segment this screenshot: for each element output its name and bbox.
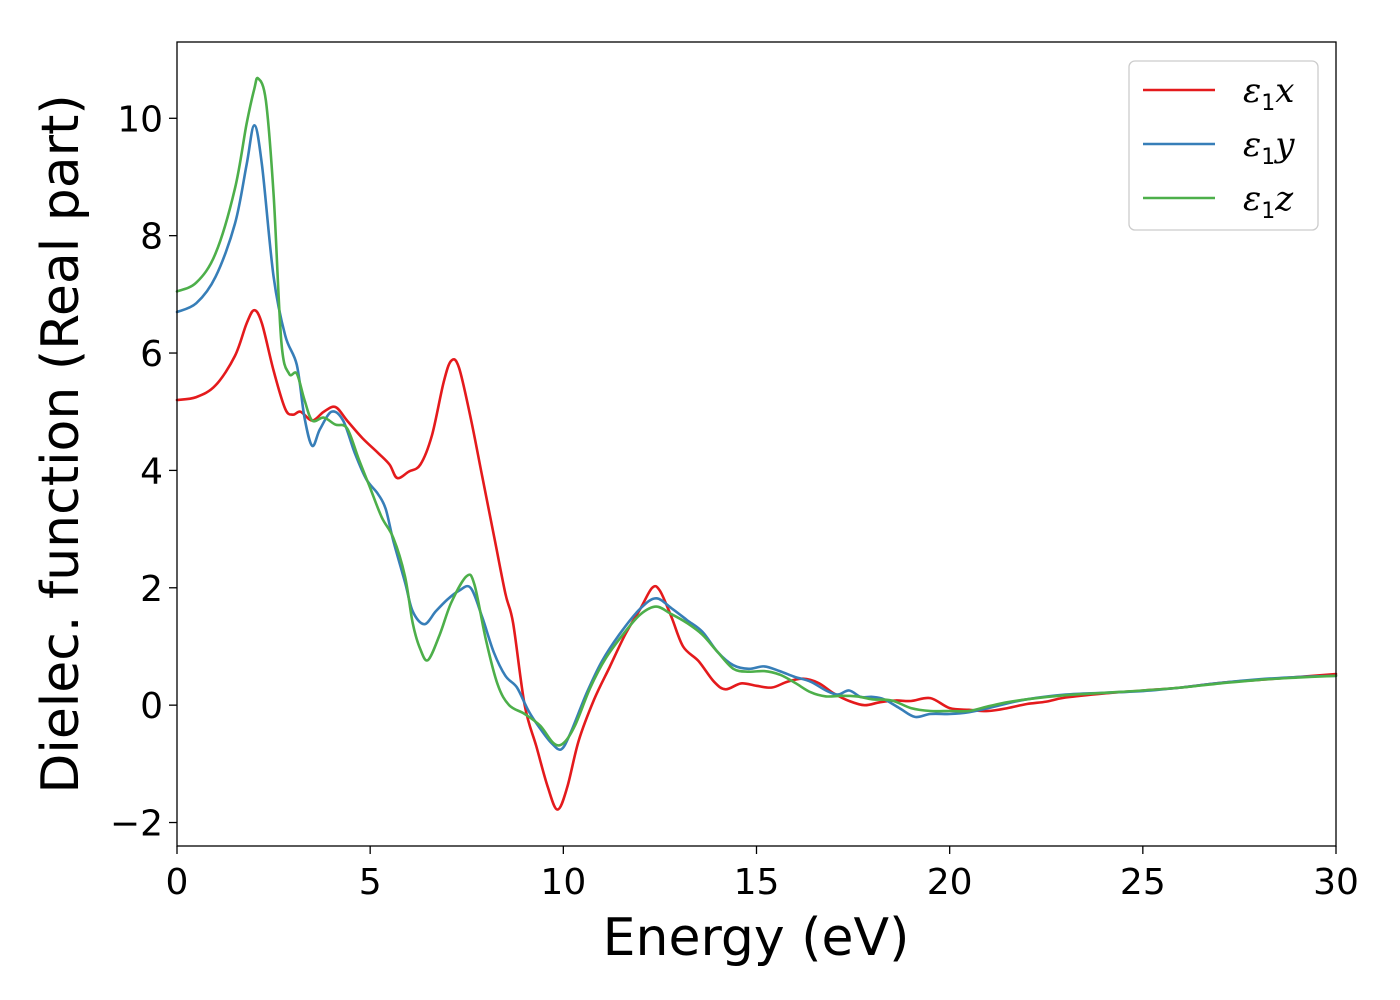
- x-tick-label: 25: [1120, 862, 1166, 903]
- x-tick-label: 5: [359, 862, 382, 903]
- x-tick-label: 15: [734, 862, 780, 903]
- x-tick-label: 0: [166, 862, 189, 903]
- x-axis-ticks: 0 5 10 15 20 25 30: [166, 846, 1359, 903]
- x-tick-label: 30: [1313, 862, 1359, 903]
- y-tick-label: 4: [140, 451, 163, 492]
- y-tick-label: 2: [140, 569, 163, 610]
- y-axis-title: Dielec. function (Real part): [31, 94, 91, 793]
- y-tick-label: 10: [117, 99, 163, 140]
- legend-label-x: ε1x: [1243, 71, 1294, 116]
- y-tick-label: −2: [110, 804, 163, 845]
- series-line-x: [175, 308, 1338, 811]
- legend: ε1x ε1y ε1z: [1128, 60, 1319, 231]
- x-tick-label: 20: [927, 862, 973, 903]
- series-line-z: [175, 76, 1338, 747]
- y-tick-label: 6: [140, 334, 163, 375]
- y-tick-label: 8: [140, 217, 163, 258]
- y-axis-ticks: −2 0 2 4 6 8 10: [110, 99, 177, 845]
- x-axis-title: Energy (eV): [603, 908, 910, 968]
- y-tick-label: 0: [140, 686, 163, 727]
- legend-label-z: ε1z: [1243, 179, 1294, 224]
- legend-box: [1128, 60, 1319, 231]
- series-line-y: [175, 124, 1338, 751]
- legend-label-y: ε1y: [1243, 125, 1295, 170]
- series-layer: [175, 76, 1338, 811]
- x-tick-label: 10: [540, 862, 586, 903]
